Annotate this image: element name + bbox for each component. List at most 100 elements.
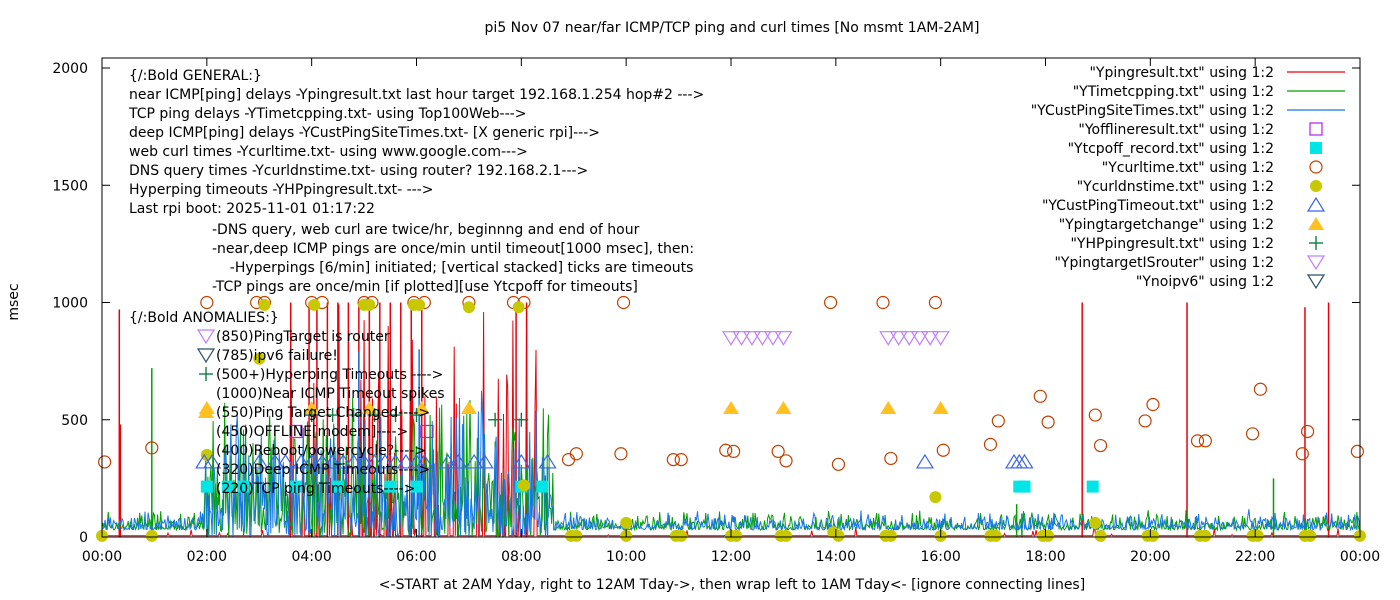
anomaly-label-1: (785)ipv6 failure!: [216, 348, 338, 364]
series-6-point-12: [517, 479, 530, 492]
legend-label-10: "YpingtargetISrouter" using 1:2: [1054, 255, 1274, 271]
series-7-point-27: [1015, 453, 1034, 469]
anomalies-title: {/:Bold ANOMALIES:}: [129, 310, 279, 326]
series-7-point-20: [465, 453, 484, 469]
legend-label-1: "YTimetcpping.txt" using 1:2: [1073, 84, 1274, 100]
series-7-point-5: [292, 453, 311, 469]
legend-swatch-5: [1309, 160, 1323, 174]
series-4-point-4: [331, 480, 344, 493]
series-6-point-42: [1304, 529, 1317, 542]
x-tick-label-4: 08:00: [501, 549, 541, 565]
series-7-point-10: [344, 453, 363, 469]
anomaly-marker-1: [196, 348, 216, 364]
anomaly-label-4: (550)Ping Target Changed---->: [216, 405, 430, 421]
anomaly-label-5: (450)OFFLINE[modem]---->: [216, 424, 408, 440]
series-6-point-40: [1251, 529, 1264, 542]
series-5-point-15: [569, 447, 583, 461]
series-7-point-14: [386, 453, 405, 469]
series-9-point-7: [514, 412, 529, 427]
series-6-point-4: [258, 298, 271, 311]
legend-swatch-4: [1310, 142, 1322, 154]
series-5-point-18: [666, 453, 680, 467]
series-7-point-17: [415, 453, 434, 469]
series-5-point-38: [1190, 434, 1205, 448]
series-5-point-41: [1253, 382, 1268, 396]
series-10-point-7: [889, 331, 908, 346]
series-7-point-2: [250, 453, 269, 469]
series-5-point-37: [1146, 397, 1160, 412]
series-5-point-20: [719, 443, 733, 457]
series-5-point-0: [98, 455, 112, 469]
series-10-point-4: [763, 331, 783, 346]
x-tick-label-11: 22:00: [1235, 549, 1275, 565]
general-note-0: {/:Bold GENERAL:}: [129, 68, 262, 84]
general-note-7: Last rpi boot: 2025-11-01 01:17:22: [129, 201, 375, 217]
axes: 0 500 1000 1500 2000 00:00 02:00 04:00 06:00 08:0…: [52, 57, 1380, 565]
series-9-point-3: [367, 408, 382, 423]
series-8-point-6: [775, 401, 792, 415]
y-axis-label: msec: [6, 283, 22, 320]
legend-swatch-3: [1309, 122, 1323, 136]
legend: "Ypingresult.txt" using 1:2 "YTimetcpping…: [1031, 65, 1345, 290]
series-4-point-11: [1086, 480, 1099, 493]
series-5-point-36: [1138, 414, 1152, 428]
series-4-point-8: [536, 480, 549, 493]
series-5-point-32: [1033, 389, 1047, 403]
series-6-point-18: [675, 529, 688, 542]
series-8-point-3: [413, 401, 430, 415]
series-7-point-7: [313, 453, 332, 469]
series-8-point-5: [723, 401, 739, 415]
series-7-point-19: [449, 453, 468, 469]
series-10-point-11: [931, 331, 950, 346]
series-7: [195, 453, 1034, 469]
series-6-point-36: [1146, 529, 1159, 542]
annotations: {/:Bold GENERAL:} near ICMP[ping] delays …: [128, 68, 704, 497]
series-6-point-5: [308, 298, 321, 311]
anomaly-marker-4: [198, 405, 214, 418]
series-6-point-26: [884, 529, 897, 542]
chart-title: pi5 Nov 07 near/far ICMP/TCP ping and cu…: [485, 20, 980, 36]
series-9-point-5: [409, 408, 424, 423]
legend-label-9: "YHPpingresult.txt" using 1:2: [1070, 236, 1274, 252]
series-5-point-1: [145, 441, 159, 455]
series-6-point-20: [730, 529, 743, 542]
series-9-point-0: [304, 408, 319, 423]
legend-swatch-11: [1306, 274, 1326, 290]
series-6-point-10: [462, 301, 475, 314]
series-10-point-2: [742, 331, 762, 346]
series-7-point-11: [355, 453, 374, 469]
data-layer: [96, 295, 1366, 542]
series-10-point-3: [753, 331, 772, 346]
series-5-point-43: [1300, 424, 1315, 439]
series-4-point-3: [289, 480, 302, 493]
series-5-point-23: [779, 454, 793, 468]
legend-swatch-9: [1309, 236, 1323, 250]
series-9-point-4: [388, 408, 403, 423]
usage-note-2: -Hyperpings [6/min] initiated; [vertical…: [212, 260, 693, 276]
series-6-point-22: [780, 529, 793, 542]
anomaly-marker-2: [199, 367, 213, 381]
series-5-point-17: [614, 447, 628, 461]
series-8-point-2: [361, 401, 378, 415]
series-6-point-38: [1199, 529, 1212, 542]
series-7-point-1: [203, 453, 222, 469]
series-6-point-15: [620, 516, 633, 529]
anomaly-label-8: (220)TCP ping Timeouts---->: [216, 481, 415, 497]
series-5-point-40: [1245, 427, 1260, 441]
series-9-point-1: [325, 408, 340, 423]
series-5-point-2: [200, 295, 214, 310]
y-tick-label-1: 500: [61, 413, 88, 429]
series-7-point-6: [302, 453, 321, 469]
series-5-point-29: [936, 443, 950, 457]
series-4-point-2: [237, 480, 250, 493]
series-5-point-25: [831, 457, 846, 471]
general-note-5: DNS query times -Ycurldnstime.txt- using…: [129, 163, 588, 179]
series-5-point-19: [674, 453, 688, 467]
series-6-point-1: [145, 529, 158, 542]
legend-swatch-7: [1306, 196, 1326, 212]
x-tick-label-0: 00:00: [82, 549, 122, 565]
series-5-point-42: [1295, 447, 1309, 461]
legend-label-11: "Ynoipv6" using 1:2: [1136, 274, 1274, 290]
x-tick-label-12: 00:00: [1340, 549, 1380, 565]
